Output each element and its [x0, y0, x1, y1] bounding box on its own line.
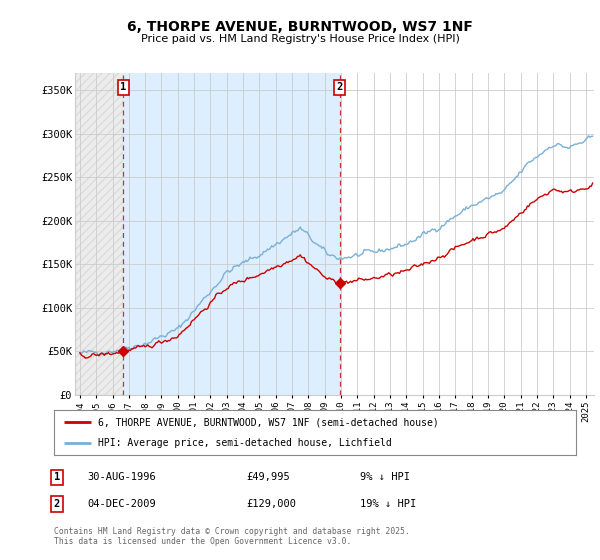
- Text: Contains HM Land Registry data © Crown copyright and database right 2025.
This d: Contains HM Land Registry data © Crown c…: [54, 527, 410, 546]
- Text: 30-AUG-1996: 30-AUG-1996: [87, 472, 156, 482]
- Text: 6, THORPE AVENUE, BURNTWOOD, WS7 1NF (semi-detached house): 6, THORPE AVENUE, BURNTWOOD, WS7 1NF (se…: [98, 417, 439, 427]
- Text: 6, THORPE AVENUE, BURNTWOOD, WS7 1NF: 6, THORPE AVENUE, BURNTWOOD, WS7 1NF: [127, 20, 473, 34]
- Text: 19% ↓ HPI: 19% ↓ HPI: [360, 499, 416, 509]
- Text: 2: 2: [337, 82, 343, 92]
- Bar: [124, 73, 340, 395]
- Text: 2: 2: [54, 499, 60, 509]
- Bar: [75, 73, 124, 395]
- Text: £129,000: £129,000: [246, 499, 296, 509]
- Text: 04-DEC-2009: 04-DEC-2009: [87, 499, 156, 509]
- Text: 1: 1: [54, 472, 60, 482]
- Text: 1: 1: [121, 82, 127, 92]
- Text: 9% ↓ HPI: 9% ↓ HPI: [360, 472, 410, 482]
- Text: £49,995: £49,995: [246, 472, 290, 482]
- Text: Price paid vs. HM Land Registry's House Price Index (HPI): Price paid vs. HM Land Registry's House …: [140, 34, 460, 44]
- Text: HPI: Average price, semi-detached house, Lichfield: HPI: Average price, semi-detached house,…: [98, 437, 392, 447]
